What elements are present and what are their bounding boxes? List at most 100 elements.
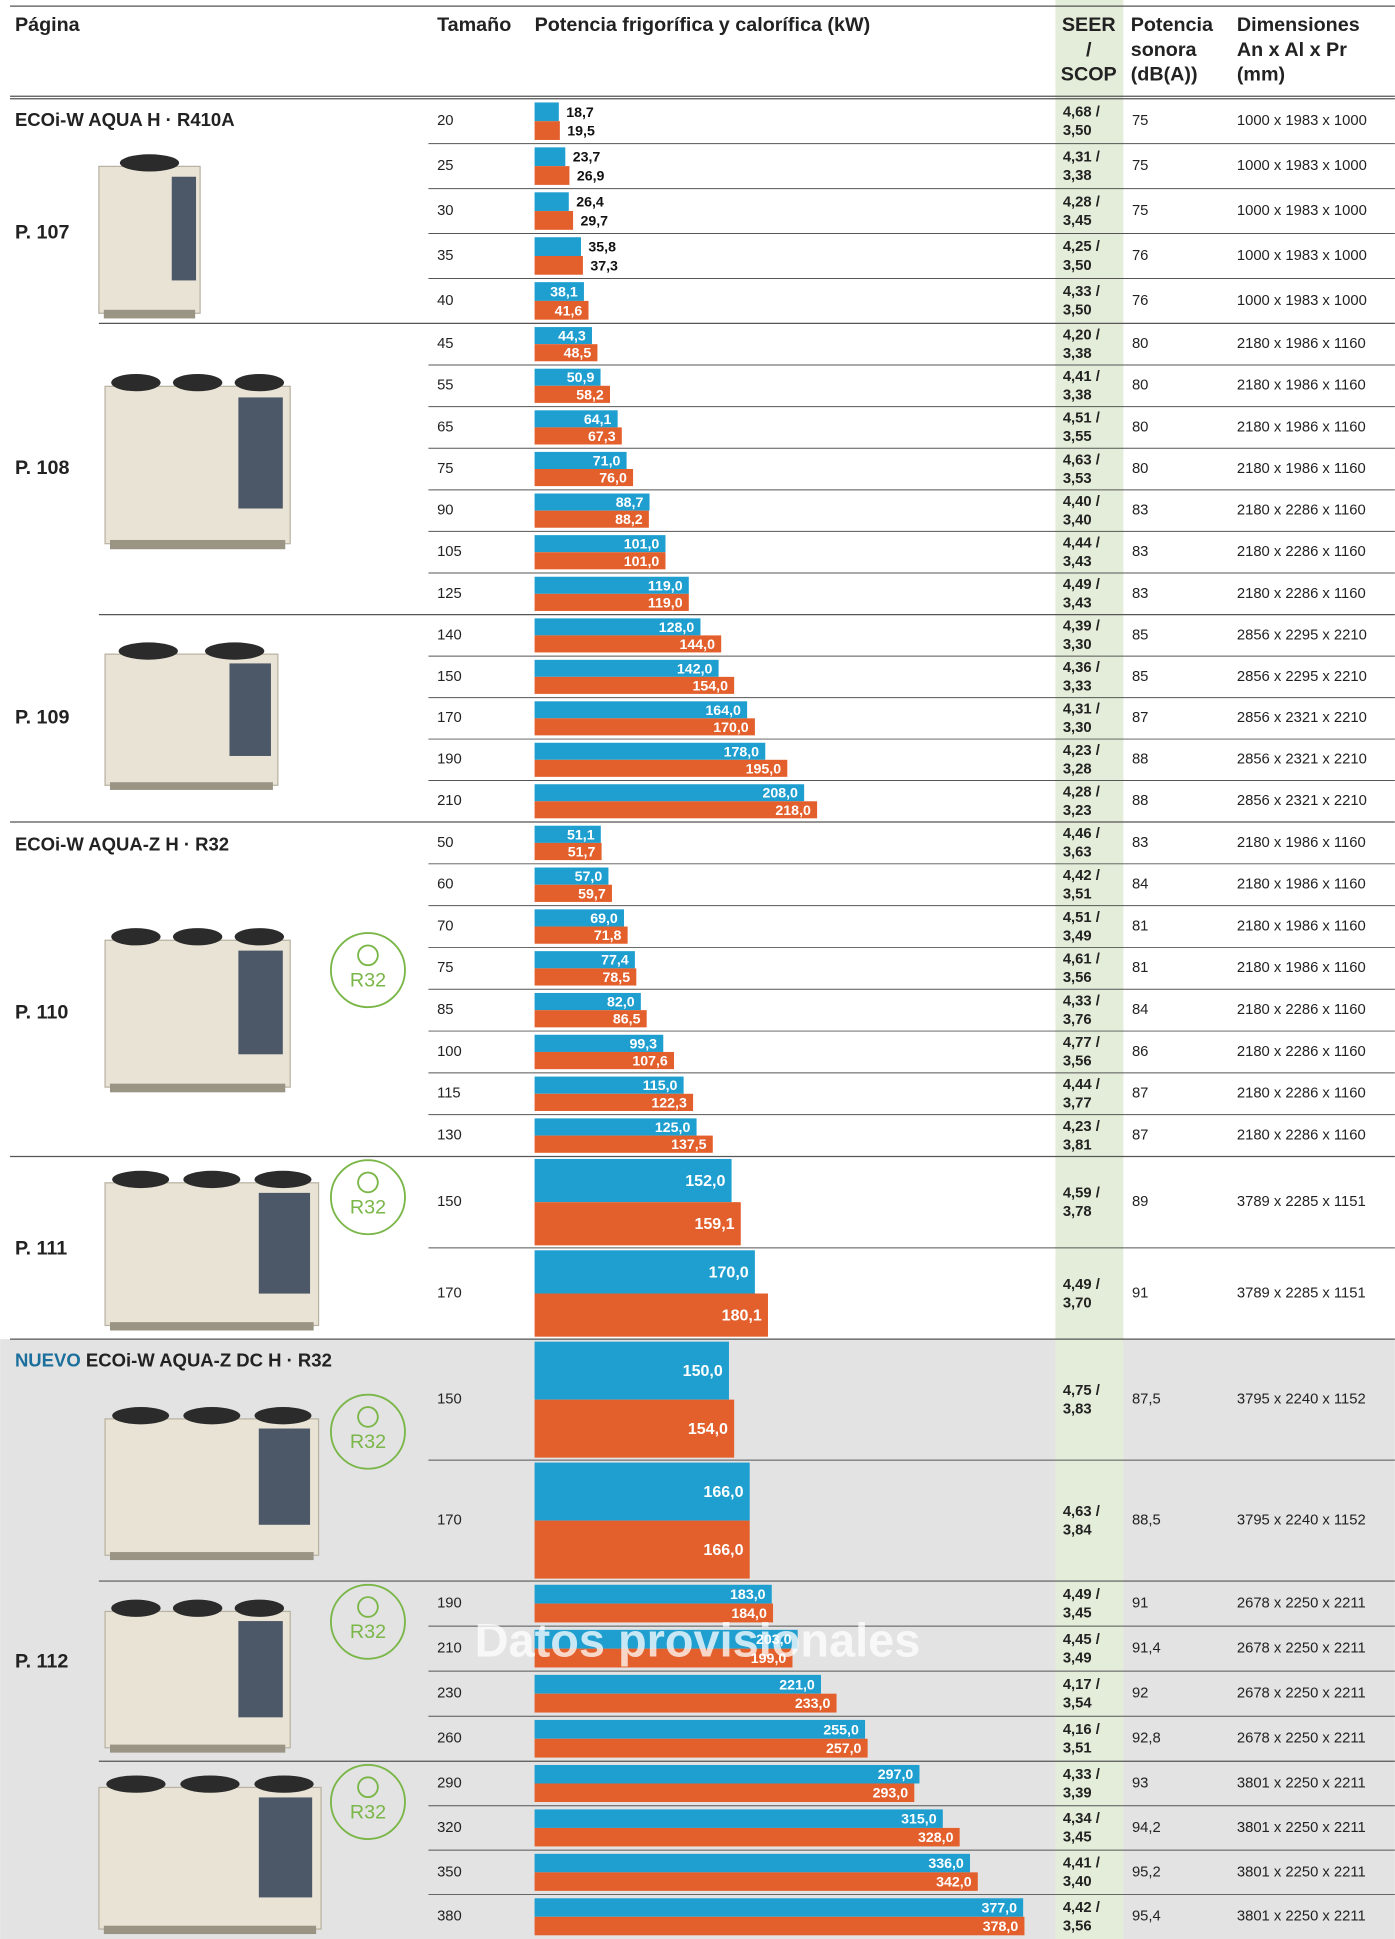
bar-heating [534,759,788,777]
bar-heating [534,300,589,320]
size: 20 [437,113,453,129]
scop: 3,45 [1063,1830,1092,1846]
noise: 95,4 [1132,1909,1161,1925]
bar-cooling [534,1584,772,1604]
bar-label: 297,0 [878,1767,914,1783]
bar-label: 233,0 [795,1696,831,1712]
bar-label: 164,0 [705,703,741,719]
size: 210 [437,1641,462,1657]
bar-heating [534,718,755,736]
dimensions: 2180 x 1986 x 1160 [1237,960,1366,976]
page-ref: P. 107 [15,221,70,243]
unit-fan [234,1599,285,1617]
unit-fan [111,928,161,946]
bar-label: 51,7 [568,844,596,860]
bar-label: 37,3 [590,258,618,274]
bar-cooling [534,1719,866,1739]
noise: 87,5 [1132,1392,1161,1408]
size: 45 [437,336,453,352]
unit-coil [258,1797,313,1898]
unit-fan [180,1775,240,1793]
dimensions: 2678 x 2250 x 2211 [1237,1641,1366,1657]
bar-cooling [534,368,601,386]
bar-label: 166,0 [703,1541,743,1559]
r32-label: R32 [350,1621,386,1643]
r32-label: R32 [350,1431,386,1453]
leaf-icon [357,1171,379,1194]
noise: 85 [1132,627,1148,643]
bar-cooling [534,451,627,470]
seer: 4,39 / [1063,619,1100,635]
new-tag: NUEVO [15,1349,81,1370]
bar-cooling [534,327,592,345]
seer: 4,63 / [1063,452,1100,468]
seer: 4,28 / [1063,194,1100,210]
scop: 3,30 [1063,720,1092,736]
bar-heating [534,1202,741,1246]
bar-heating [534,676,735,694]
r32-badge [330,1159,406,1236]
noise: 87 [1132,1086,1148,1102]
unit-fan [183,1407,241,1425]
bar-label: 218,0 [775,803,811,819]
bar-label: 71,0 [593,453,621,469]
noise: 80 [1132,378,1148,394]
size: 55 [437,378,453,394]
size: 190 [437,1595,462,1611]
bar-label: 64,1 [584,412,612,428]
noise: 81 [1132,960,1148,976]
bar-cooling [534,1764,920,1784]
noise: 91 [1132,1595,1148,1611]
bar-label: 26,4 [576,195,604,211]
dimensions: 3801 x 2250 x 2211 [1237,1820,1366,1836]
bar-label: 82,0 [607,995,635,1011]
product-image [104,642,279,790]
bar-cooling [534,659,719,677]
bar-heating [534,211,574,230]
dimensions: 3801 x 2250 x 2211 [1237,1909,1366,1925]
dimensions: 2856 x 2295 x 2210 [1237,627,1367,643]
header-cell: sonora [1131,39,1198,61]
bar-heating [534,1293,768,1337]
r32-badge [330,932,406,1009]
size: 190 [437,752,462,768]
size: 100 [437,1044,462,1060]
bar-cooling [534,618,701,636]
size: 75 [437,461,453,477]
noise: 86 [1132,1044,1148,1060]
size: 150 [437,1392,462,1408]
noise: 87 [1132,1127,1148,1143]
seer: 4,33 / [1063,993,1100,1009]
dimensions: 2180 x 1986 x 1160 [1237,461,1366,477]
dimensions: 2180 x 1986 x 1160 [1237,918,1366,934]
seer: 4,77 / [1063,1035,1100,1051]
product-image [98,1775,322,1935]
size: 70 [437,918,453,934]
noise: 88,5 [1132,1512,1161,1528]
noise: 88 [1132,793,1148,809]
size: 75 [437,960,453,976]
bar-label: 23,7 [573,150,601,166]
seer: 4,25 / [1063,239,1100,255]
dimensions: 2180 x 2286 x 1160 [1237,586,1366,602]
dimensions: 1000 x 1983 x 1000 [1237,203,1367,219]
unit-fan [106,1775,166,1793]
seer: 4,40 / [1063,494,1100,510]
scop: 3,63 [1063,845,1092,861]
header-cell: / [1086,39,1092,61]
header-cell: Tamaño [437,14,511,36]
bar-heating [534,1693,837,1713]
bar-heating [534,1916,1025,1936]
dimensions: 2678 x 2250 x 2211 [1237,1595,1366,1611]
dimensions: 1000 x 1983 x 1000 [1237,158,1367,174]
scop: 3,76 [1063,1012,1092,1028]
bar-label: 29,7 [580,213,608,229]
bar-cooling [534,784,805,802]
bar-label: 59,7 [578,886,606,902]
bar-label: 50,9 [567,370,595,386]
scop: 3,50 [1063,303,1092,319]
bar-label: 88,2 [615,512,643,528]
bar-heating [534,926,628,944]
noise: 83 [1132,503,1148,519]
bar-label: 142,0 [677,661,713,677]
